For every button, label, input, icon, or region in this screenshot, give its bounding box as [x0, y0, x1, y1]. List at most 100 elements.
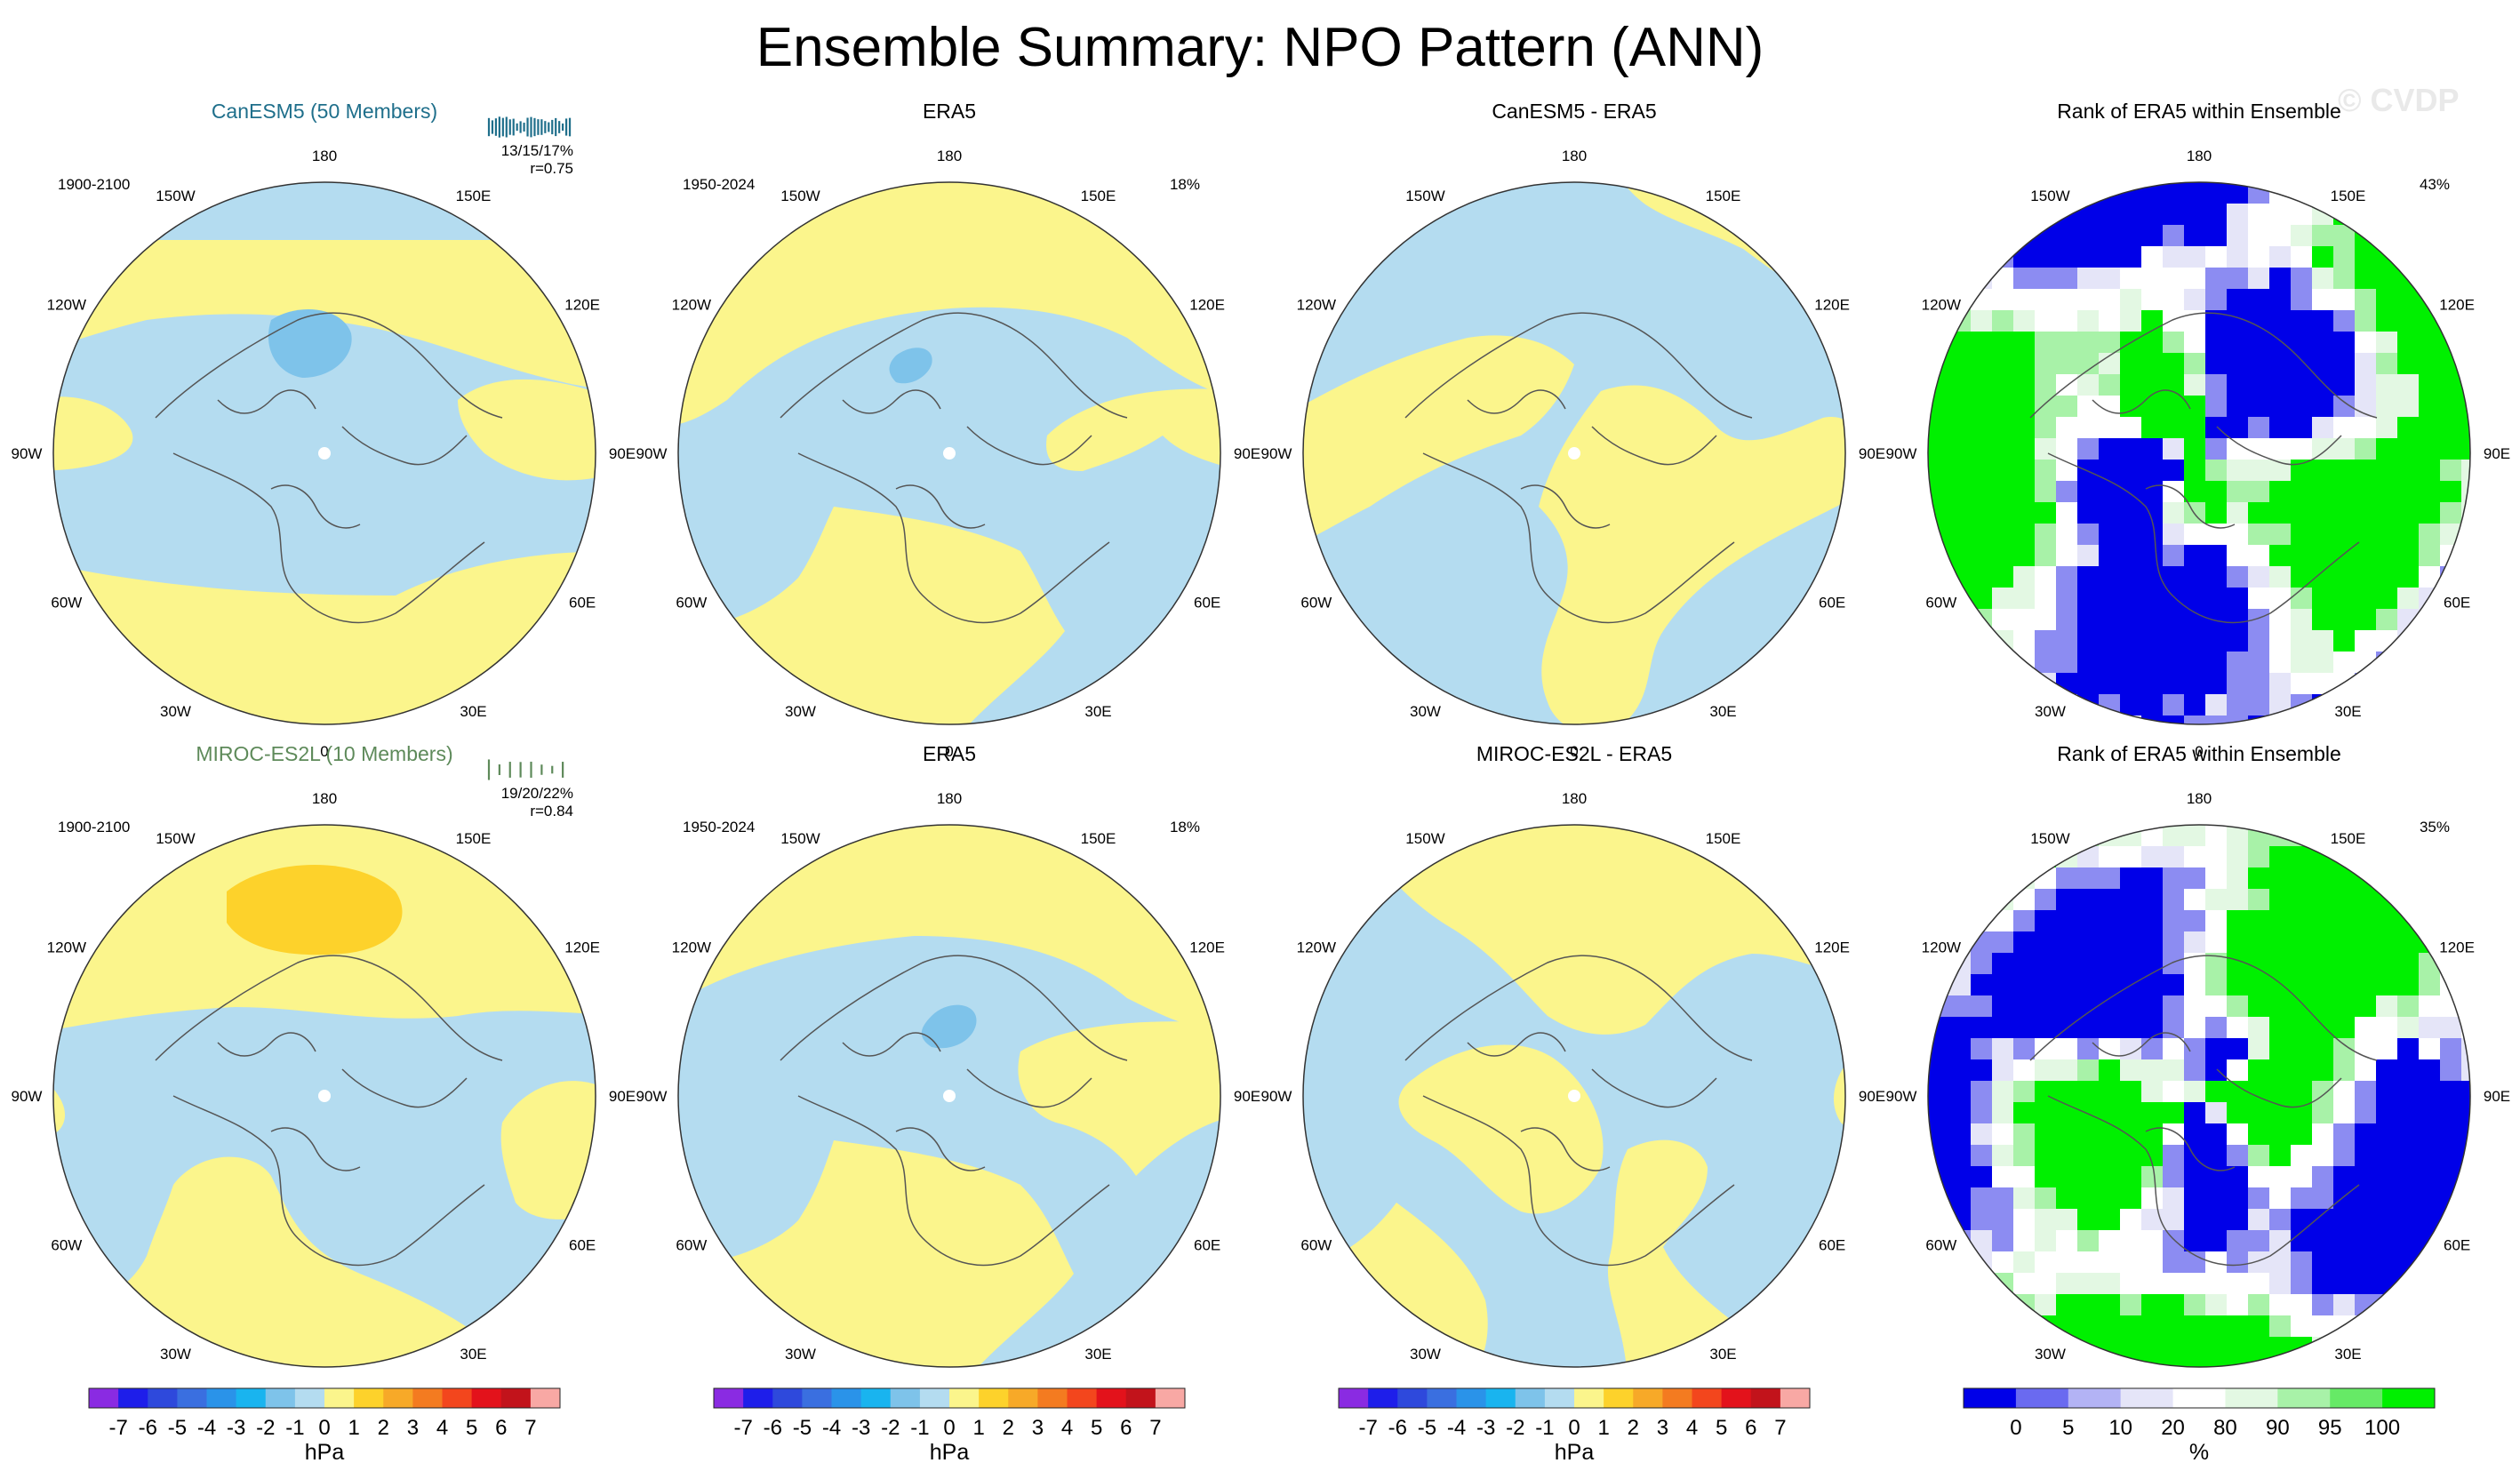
rank-cell	[1971, 438, 1993, 460]
rank-cell	[2205, 1209, 2228, 1231]
lon-label: 30W	[785, 1346, 816, 1363]
rank-cell	[2163, 1209, 2185, 1231]
rank-cell	[2205, 1038, 2228, 1060]
lon-label: 120E	[1814, 297, 1850, 314]
pattern-correlation: r=0.84	[530, 803, 573, 819]
rank-cell	[2248, 1273, 2270, 1295]
rank-cell	[2099, 524, 2121, 546]
rank-cell	[2397, 1102, 2420, 1124]
rank-cell	[2205, 417, 2228, 439]
lon-label: 150E	[2331, 830, 2366, 847]
rank-cell	[2227, 1059, 2249, 1082]
coastline	[270, 1127, 361, 1171]
rank-cell	[2291, 1123, 2313, 1146]
lon-label: 90W	[12, 1088, 43, 1105]
rank-cell	[2227, 974, 2249, 996]
panel-title: Rank of ERA5 within Ensemble	[2057, 100, 2341, 123]
anomaly-region	[53, 1069, 66, 1140]
rank-cell	[2461, 460, 2470, 482]
rank-cell	[2184, 588, 2206, 610]
rank-cell	[1992, 1038, 2014, 1060]
rank-cell	[2163, 1187, 2185, 1210]
rank-cell	[1928, 438, 1950, 460]
rank-cell	[1992, 246, 2014, 268]
rank-cell	[2205, 1294, 2228, 1316]
colorbar-swatch	[2120, 1388, 2174, 1408]
rank-cell	[2141, 289, 2164, 311]
rank-cell	[1928, 1059, 1950, 1082]
rank-cell	[2184, 652, 2206, 674]
rank-cell	[2120, 225, 2142, 247]
colorbar-swatch	[1662, 1388, 1692, 1408]
colorbar-swatch	[714, 1388, 744, 1408]
lon-label: 120E	[2439, 297, 2475, 314]
panel-rank-1: Rank of ERA5 within Ensemble 180 150E 120E 9…	[1886, 742, 2511, 1403]
rank-cell	[2248, 1209, 2270, 1231]
lon-label: 30W	[1410, 1346, 1441, 1363]
anomaly-region	[921, 1004, 977, 1049]
rank-cell	[2355, 289, 2377, 311]
rank-cell	[2141, 1273, 2164, 1295]
rank-cell	[2141, 1209, 2164, 1231]
rank-cell	[2248, 1123, 2270, 1146]
north-pole-marker	[318, 1090, 331, 1102]
rank-cell	[2333, 417, 2356, 439]
colorbar-tick-label: 1	[1597, 1416, 1609, 1440]
rank-cell	[2291, 1358, 2313, 1367]
colorbar-swatch	[1037, 1388, 1068, 1408]
rank-cell	[2312, 1123, 2334, 1146]
rank-cell	[2077, 417, 2100, 439]
rank-cell	[2291, 825, 2313, 847]
rank-cell	[2312, 396, 2334, 418]
rank-cell	[1928, 566, 1950, 588]
colorbar-swatch	[89, 1388, 119, 1408]
rank-cell	[2248, 204, 2270, 226]
rank-cell	[2312, 953, 2334, 975]
rank-cell	[2013, 396, 2036, 418]
rank-cell	[2013, 1166, 2036, 1188]
rank-cell	[2056, 889, 2078, 911]
rank-cell	[1971, 609, 1993, 631]
rank-cell	[2056, 1230, 2078, 1252]
rank-cell	[2419, 374, 2441, 396]
anomaly-region	[1539, 385, 1845, 724]
rank-cell	[2056, 332, 2078, 354]
rank-cell	[2333, 225, 2356, 247]
map-field	[1928, 182, 2470, 724]
rank-cell	[2163, 353, 2185, 375]
rank-cell	[2077, 246, 2100, 268]
rank-cell	[2248, 460, 2270, 482]
rank-cell	[2205, 1166, 2228, 1188]
rank-cell	[2376, 1209, 2398, 1231]
rank-cell	[2141, 310, 2164, 332]
rank-cell	[2291, 1315, 2313, 1338]
rank-cell	[2397, 332, 2420, 354]
rank-cell	[2248, 1059, 2270, 1082]
rank-cell	[1992, 1102, 2014, 1124]
rank-cell	[2440, 502, 2462, 524]
rank-cell	[2248, 953, 2270, 975]
rank-cell	[2205, 225, 2228, 247]
colorbar-tick-label: 10	[2108, 1416, 2132, 1440]
rank-cell	[2056, 1315, 2078, 1338]
rank-cell	[2035, 995, 2057, 1018]
rank-cell	[2291, 310, 2313, 332]
rank-cell	[2184, 545, 2206, 567]
rank-cell	[2141, 1294, 2164, 1316]
rank-cell	[2312, 846, 2334, 868]
rank-cell	[2035, 652, 2057, 674]
rank-cell	[2376, 1081, 2398, 1103]
rank-cell	[2205, 588, 2228, 610]
hpa-colorbar: -7 -6 -5 -4 -3 -2 -1 0 1 2 3 4 5 6 7 hPa	[1338, 1387, 1811, 1465]
rank-cell	[1949, 417, 1972, 439]
rank-cell	[2227, 502, 2249, 524]
rank-cell	[2269, 374, 2292, 396]
coastline	[155, 955, 503, 1061]
rank-cell	[1928, 1145, 1950, 1167]
rank-cell	[2376, 332, 2398, 354]
rank-cell	[2035, 630, 2057, 652]
rank-cell	[1949, 995, 1972, 1018]
rank-cell	[2184, 974, 2206, 996]
rank-cell	[2077, 1102, 2100, 1124]
rank-cell	[1971, 524, 1993, 546]
